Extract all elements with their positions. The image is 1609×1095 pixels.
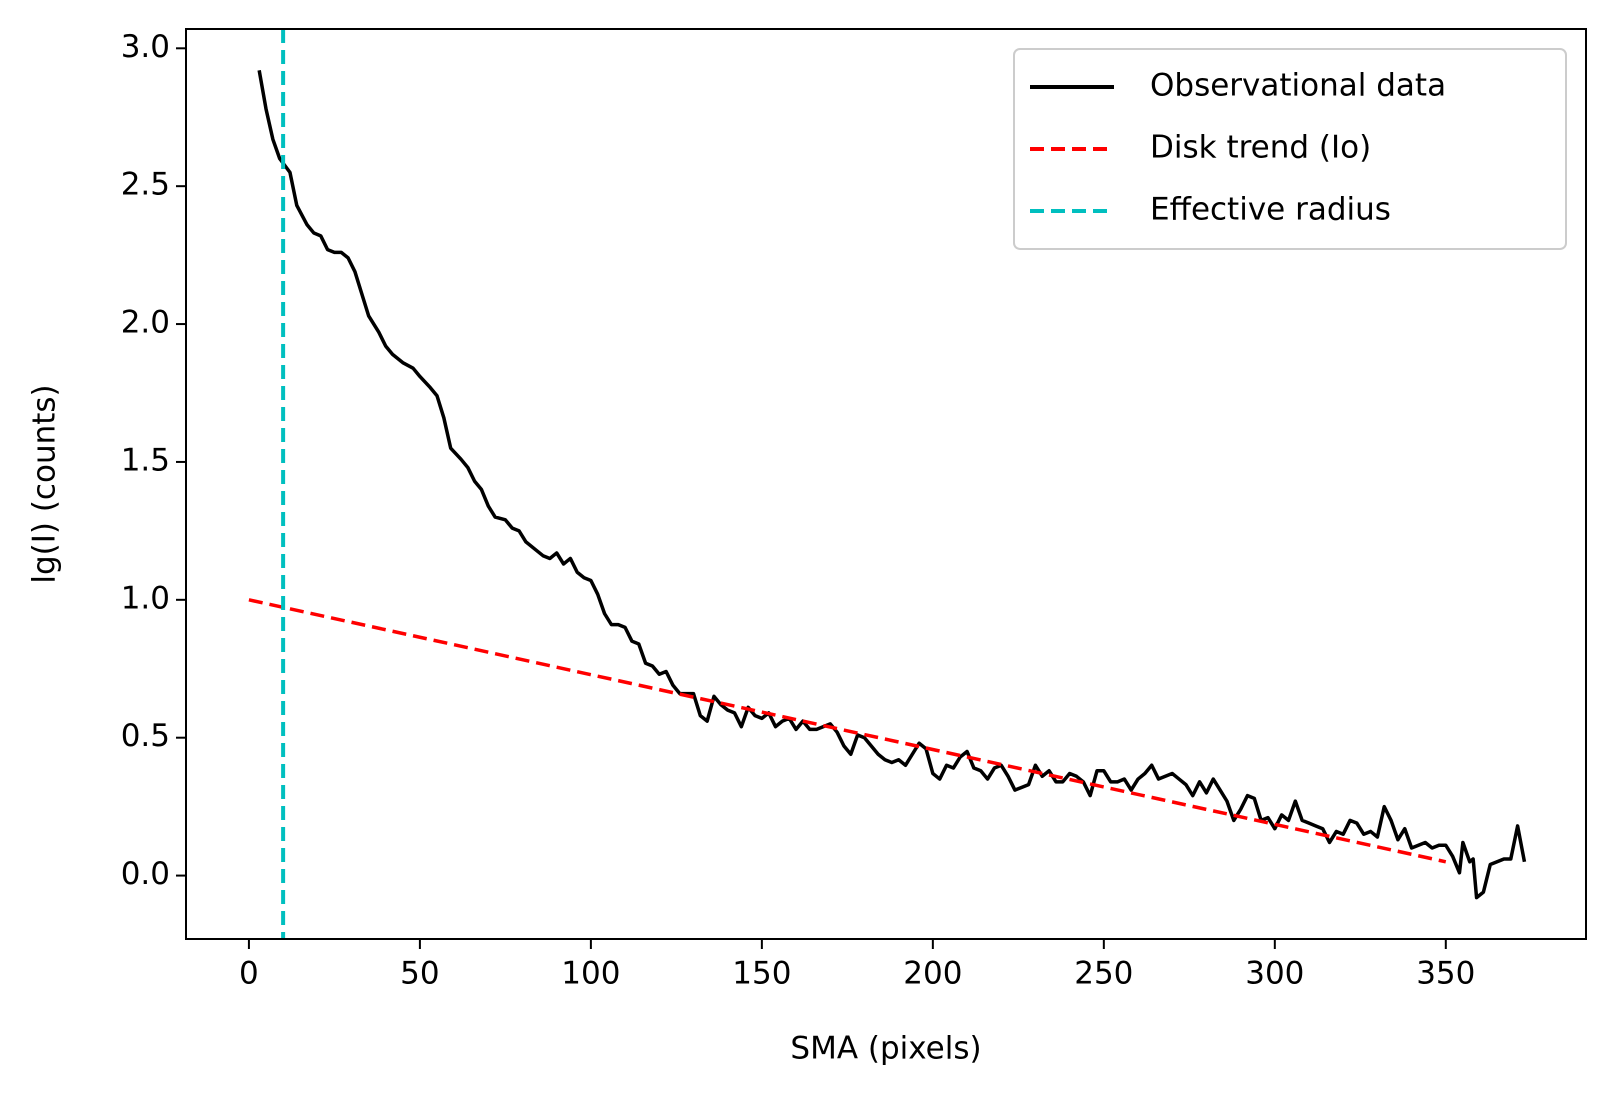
x-tick-label: 350 (1416, 956, 1475, 992)
legend-label: Effective radius (1150, 192, 1391, 228)
x-tick-label: 150 (732, 956, 791, 992)
y-tick-label: 2.0 (121, 305, 170, 341)
x-axis-label: SMA (pixels) (790, 1031, 981, 1067)
x-tick-label: 200 (903, 956, 962, 992)
y-tick-label: 3.0 (121, 29, 170, 65)
legend-box (1013, 48, 1567, 250)
y-axis-label: lg(I) (counts) (27, 384, 63, 583)
data-line (257, 70, 1527, 900)
x-tick-label: 100 (561, 956, 620, 992)
y-tick-label: 0.0 (121, 856, 170, 892)
x-tick-label: 0 (239, 956, 259, 992)
y-tick-label: 0.5 (121, 718, 170, 754)
legend-label: Observational data (1150, 68, 1446, 104)
x-tick-label: 250 (1074, 956, 1133, 992)
data-line (248, 598, 1447, 864)
plot-frame (185, 28, 1587, 940)
x-tick-label: 300 (1245, 956, 1304, 992)
y-tick-label: 2.5 (121, 167, 170, 203)
y-tick-label: 1.5 (121, 442, 170, 478)
legend-label: Disk trend (Io) (1150, 130, 1371, 166)
x-tick-label: 50 (400, 956, 439, 992)
y-tick-label: 1.0 (121, 580, 170, 616)
